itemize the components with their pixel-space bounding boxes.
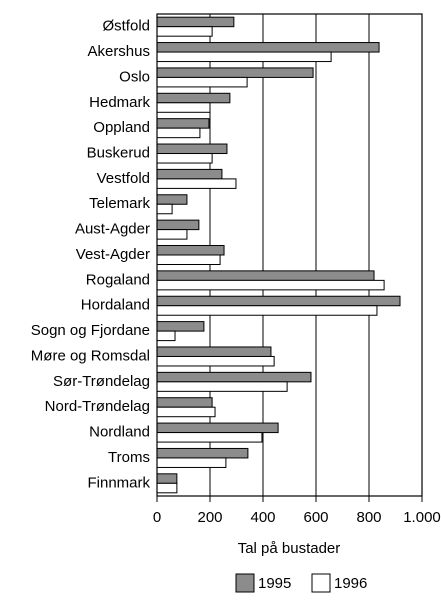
y-tick-label: Akershus (87, 43, 150, 60)
y-tick-label: Oslo (119, 68, 150, 85)
bar (156, 153, 213, 164)
legend-label: 1995 (258, 575, 291, 592)
y-tick-label: Møre og Romsdal (31, 347, 150, 364)
bar (156, 279, 385, 291)
bar (156, 321, 205, 332)
x-tick-label: 800 (356, 509, 381, 526)
legend-swatch (235, 573, 255, 593)
bar (156, 295, 401, 307)
bar (156, 457, 227, 468)
bar (156, 245, 225, 256)
bar (156, 219, 200, 231)
y-tick-label: Aust-Agder (75, 221, 150, 238)
y-tick-label: Rogaland (86, 271, 150, 288)
bar (156, 305, 378, 316)
x-tick-label: 400 (250, 509, 275, 526)
y-tick-label: Østfold (102, 18, 150, 35)
x-axis-label: Tal på bustader (238, 540, 341, 557)
x-tick-label: 200 (197, 509, 222, 526)
bar (156, 102, 211, 113)
bar (156, 76, 248, 88)
y-tick-label: Finnmark (87, 474, 150, 491)
y-tick-label: Telemark (89, 195, 150, 212)
y-tick-label: Hedmark (89, 94, 150, 111)
bar (156, 422, 279, 434)
bar (156, 51, 332, 63)
bar (156, 92, 231, 104)
y-tick-label: Hordaland (81, 297, 150, 314)
bar (156, 168, 223, 180)
bar (156, 330, 176, 342)
bar (156, 143, 228, 155)
y-tick-label: Oppland (93, 119, 150, 136)
bar (156, 371, 312, 383)
y-tick-label: Sogn og Fjordane (31, 322, 150, 339)
plot-frame (156, 13, 423, 497)
y-tick-label: Troms (108, 449, 150, 466)
y-tick-label: Sør-Trøndelag (53, 373, 150, 390)
bar (156, 42, 380, 53)
y-tick-label: Nord-Trøndelag (45, 398, 150, 415)
x-tick-label: 600 (303, 509, 328, 526)
bar (156, 432, 263, 443)
y-tick-label: Buskerud (87, 144, 150, 161)
bar (156, 406, 216, 418)
y-tick-label: Vestfold (97, 170, 150, 187)
bar (156, 482, 178, 494)
x-tick-label: 0 (153, 509, 161, 526)
bar (156, 473, 178, 484)
bar (156, 447, 249, 459)
bar (156, 194, 188, 205)
legend-swatch (311, 573, 331, 593)
legend-label: 1996 (334, 575, 367, 592)
bar (156, 26, 213, 37)
bar (156, 270, 375, 281)
bar (156, 397, 213, 408)
x-tick-label: 1.000 (403, 509, 441, 526)
bar (156, 254, 221, 265)
y-tick-label: Nordland (89, 424, 150, 441)
bar (156, 355, 275, 367)
bar (156, 118, 210, 129)
bar (156, 16, 235, 28)
bar (156, 229, 188, 240)
bar (156, 127, 201, 139)
bar (156, 67, 314, 78)
y-tick-label: Vest-Agder (76, 246, 150, 263)
bar (156, 178, 237, 189)
bar (156, 203, 173, 215)
bar (156, 346, 272, 357)
bar (156, 381, 288, 392)
